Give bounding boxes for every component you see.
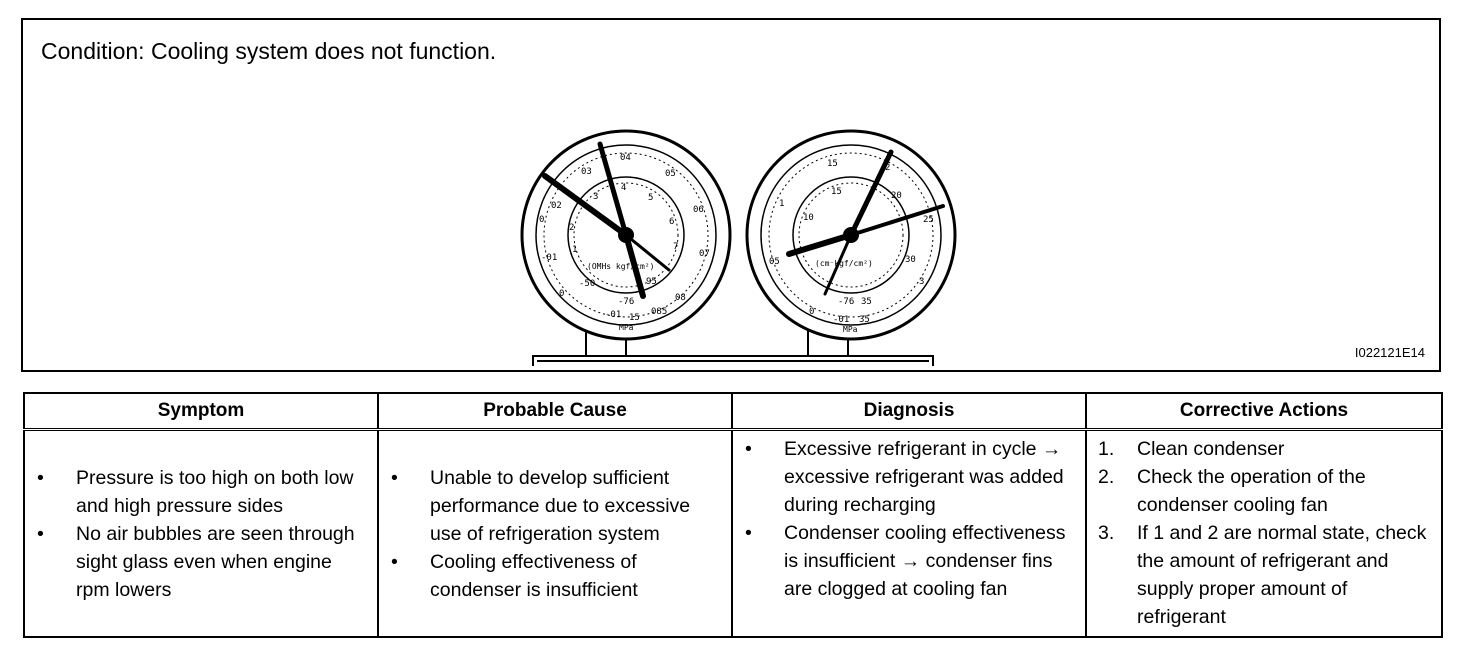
svg-text:(cm⁻kgf/cm²): (cm⁻kgf/cm²) [815, 259, 873, 268]
svg-text:1: 1 [572, 245, 577, 255]
svg-text:-76: -76 [838, 297, 854, 307]
list-item: Excessive refrigerant in cycle → excessi… [733, 435, 1077, 519]
diagnosis-table: Symptom Probable Cause Diagnosis Correct… [23, 392, 1443, 638]
svg-text:35: 35 [861, 297, 872, 307]
svg-text:0: 0 [809, 307, 814, 317]
item-number: 3. [1098, 522, 1115, 544]
item-text: If 1 and 2 are normal state, check the a… [1137, 522, 1427, 628]
header-symptom: Symptom [23, 392, 379, 431]
item-text: Clean condenser [1137, 438, 1285, 460]
table-row: Pressure is too high on both low and hig… [23, 428, 1443, 638]
svg-text:0: 0 [539, 215, 544, 225]
svg-text:-50: -50 [579, 279, 595, 289]
diagnosis-cell: Excessive refrigerant in cycle → excessi… [731, 428, 1087, 638]
condition-title: Condition: Cooling system does not funct… [41, 38, 497, 64]
svg-text:MPa: MPa [843, 325, 858, 334]
header-probable-cause: Probable Cause [377, 392, 733, 431]
svg-text:-76: -76 [618, 297, 634, 307]
item-number: 1. [1098, 438, 1115, 460]
svg-text:1: 1 [779, 199, 784, 209]
high-gauge-labels: 15 2 25 3 35 -01 0 05 1 10 15 20 30 35 -76 (cm⁻kgf… [769, 159, 934, 334]
list-item: 1. Clean condenser [1087, 435, 1433, 463]
svg-text:05: 05 [665, 169, 676, 179]
svg-text:6: 6 [669, 217, 674, 227]
figure-id: I022121E14 [1354, 345, 1425, 360]
svg-text:95: 95 [646, 277, 657, 287]
svg-text:085: 085 [651, 307, 667, 317]
svg-text:07: 07 [699, 249, 710, 259]
list-item: 2. Check the operation of the condenser c… [1087, 463, 1433, 519]
svg-text:15: 15 [831, 187, 842, 197]
list-item: Unable to develop sufficient performance… [379, 464, 723, 548]
svg-text:5: 5 [648, 193, 653, 203]
list-item: Cooling effectiveness of condenser is in… [379, 548, 723, 604]
svg-text:7: 7 [673, 242, 678, 252]
svg-text:(OMHs kgf/cm²): (OMHs kgf/cm²) [587, 262, 654, 271]
svg-text:2: 2 [569, 223, 574, 233]
svg-text:02: 02 [551, 201, 562, 211]
list-item: No air bubbles are seen through sight gl… [25, 520, 369, 604]
svg-text:15: 15 [827, 159, 838, 169]
header-diagnosis: Diagnosis [731, 392, 1087, 431]
svg-text:-01: -01 [833, 315, 849, 325]
list-item: Condenser cooling effectiveness is insuf… [733, 519, 1077, 603]
figure-box: Condition: Cooling system does not funct… [21, 18, 1441, 372]
manifold-base [532, 355, 934, 366]
svg-text:3: 3 [919, 277, 924, 287]
svg-text:3: 3 [593, 192, 598, 202]
svg-text:0: 0 [559, 289, 564, 299]
svg-text:08: 08 [675, 293, 686, 303]
high-pressure-gauge: 15 2 25 3 35 -01 0 05 1 10 15 20 30 35 -76 (cm⁻kgf… [745, 129, 957, 341]
svg-text:2: 2 [885, 163, 890, 173]
list-item: Pressure is too high on both low and hig… [25, 464, 369, 520]
svg-text:03: 03 [581, 167, 592, 177]
table-header-row: Symptom Probable Cause Diagnosis Correct… [23, 392, 1443, 431]
svg-text:-01: -01 [605, 310, 621, 320]
header-corrective-actions: Corrective Actions [1085, 392, 1443, 431]
item-text: Check the operation of the condenser coo… [1137, 466, 1366, 516]
svg-text:04: 04 [620, 153, 631, 163]
list-item: 3. If 1 and 2 are normal state, check the… [1087, 519, 1433, 631]
corrective-actions-cell: 1. Clean condenser 2. Check the operation … [1085, 428, 1443, 638]
svg-text:MPa: MPa [619, 323, 634, 332]
probable-cause-cell: Unable to develop sufficient performance… [377, 428, 733, 638]
svg-text:35: 35 [859, 315, 870, 325]
svg-text:06: 06 [693, 205, 704, 215]
svg-text:15: 15 [629, 313, 640, 323]
svg-text:4: 4 [621, 183, 626, 193]
svg-text:-01: -01 [541, 253, 557, 263]
svg-text:30: 30 [905, 255, 916, 265]
symptom-cell: Pressure is too high on both low and hig… [23, 428, 379, 638]
svg-text:25: 25 [923, 215, 934, 225]
svg-text:20: 20 [891, 191, 902, 201]
item-number: 2. [1098, 466, 1115, 488]
svg-text:10: 10 [803, 213, 814, 223]
svg-text:05: 05 [769, 257, 780, 267]
